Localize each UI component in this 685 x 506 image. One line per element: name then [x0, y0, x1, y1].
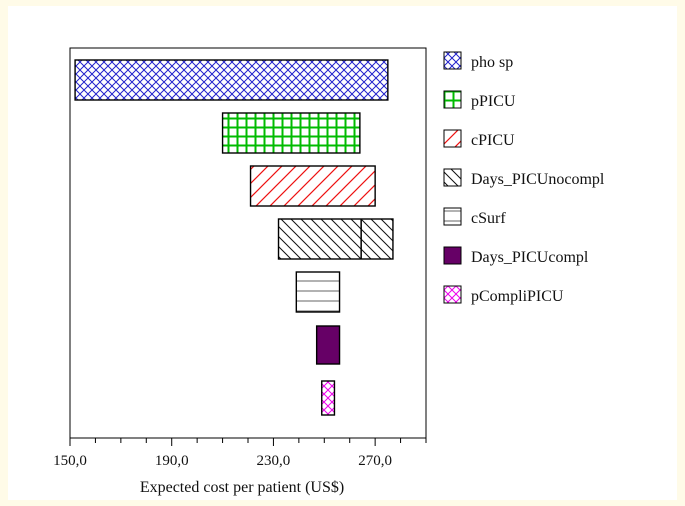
- legend-swatch-pho-sp: [443, 51, 462, 70]
- legend-label-days-picucompl: Days_PICUcompl: [471, 249, 589, 266]
- legend-swatch-days-picucompl: [443, 246, 462, 265]
- bar-ppicu: [221, 112, 361, 154]
- bar-csurf: [295, 271, 341, 313]
- x-axis-label: Expected cost per patient (US$): [140, 479, 344, 496]
- bar-days-picunocompl: [277, 218, 394, 260]
- legend-swatch-ppicu: [443, 90, 462, 109]
- bar-cpicu: [249, 165, 376, 207]
- tornado-chart: 150,0 190,0 230,0 270,0 Expected cost per p…: [53, 47, 605, 496]
- x-tick-label: 230,0: [257, 453, 291, 469]
- x-tick-label: 150,0: [53, 453, 87, 469]
- legend-swatch-pcomplipicu: [443, 285, 462, 304]
- legend-label-pho-sp: pho sp: [471, 54, 513, 71]
- legend-label-cpicu: cPICU: [471, 132, 515, 149]
- bar-days-picucompl: [315, 325, 341, 365]
- legend-swatch-days-picunocompl: [443, 168, 462, 187]
- chart-frame: 150,0 190,0 230,0 270,0 Expected cost per p…: [8, 6, 677, 500]
- legend-label-pcomplipicu: pCompliPICU: [471, 288, 564, 305]
- bar-pcomplipicu: [321, 380, 336, 416]
- legend-label-csurf: cSurf: [471, 210, 506, 227]
- bar-pho-sp: [74, 59, 389, 101]
- x-tick-label: 270,0: [358, 453, 392, 469]
- legend-swatch-csurf: [443, 207, 462, 226]
- legend-label-days-picunocompl: Days_PICUnocompl: [471, 171, 605, 188]
- legend-label-ppicu: pPICU: [471, 93, 516, 110]
- x-tick-label: 190,0: [155, 453, 189, 469]
- legend-swatch-cpicu: [443, 129, 462, 148]
